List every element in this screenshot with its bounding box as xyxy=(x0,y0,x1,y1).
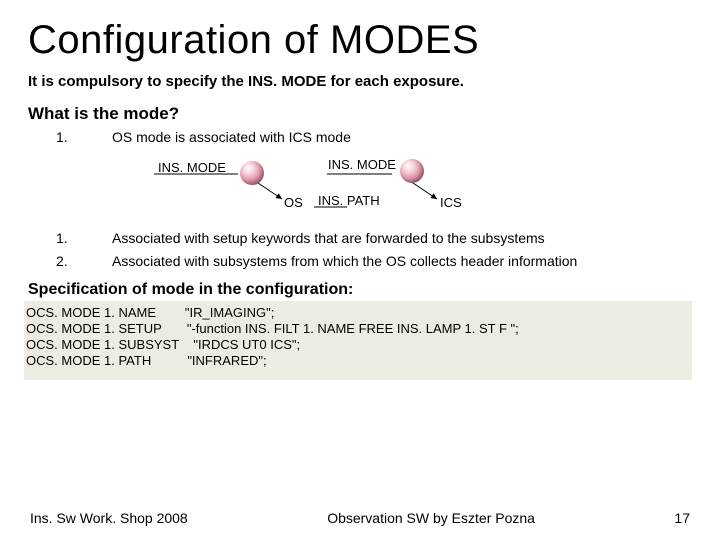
list-text: Associated with subsystems from which th… xyxy=(112,252,692,271)
mode-diagram: INS. MODE INS. MODE OS INS. PATH ICS xyxy=(112,149,692,223)
compulsory-note: It is compulsory to specify the INS. MOD… xyxy=(28,73,692,90)
list-item: 2. Associated with subsystems from which… xyxy=(28,252,692,271)
code-line: OCS. MODE 1. SUBSYST "IRDCS UT0 ICS"; xyxy=(26,337,300,352)
code-line: OCS. MODE 1. NAME "IR_IMAGING"; xyxy=(26,305,274,320)
orb-icon xyxy=(240,161,264,185)
list-number: 1. xyxy=(28,229,112,248)
footer-center: Observation SW by Eszter Pozna xyxy=(327,510,535,526)
slide-footer: Ins. Sw Work. Shop 2008 Observation SW b… xyxy=(0,510,720,526)
mode-list-2: 1. Associated with setup keywords that a… xyxy=(28,229,692,271)
list-item: 1. Associated with setup keywords that a… xyxy=(28,229,692,248)
diagram-label-ins-mode-right: INS. MODE xyxy=(328,157,396,172)
diagram-label-ics: ICS xyxy=(440,195,462,210)
footer-left: Ins. Sw Work. Shop 2008 xyxy=(30,510,188,526)
code-line: OCS. MODE 1. PATH "INFRARED"; xyxy=(26,353,267,368)
footer-page-number: 17 xyxy=(674,510,690,526)
mode-list: 1. OS mode is associated with ICS mode xyxy=(28,128,692,147)
what-is-mode-heading: What is the mode? xyxy=(28,104,692,124)
slide: Configuration of MODES It is compulsory … xyxy=(0,0,720,540)
diagram-label-ins-path: INS. PATH xyxy=(318,193,380,208)
config-code-block: OCS. MODE 1. NAME "IR_IMAGING"; OCS. MOD… xyxy=(24,301,692,380)
diagram-label-ins-mode-left: INS. MODE xyxy=(158,160,226,175)
list-text: OS mode is associated with ICS mode xyxy=(112,128,692,147)
list-text: Associated with setup keywords that are … xyxy=(112,229,692,248)
spec-heading: Specification of mode in the configurati… xyxy=(28,281,692,299)
diagram-label-os: OS xyxy=(284,195,303,210)
orb-icon xyxy=(400,159,424,183)
slide-title: Configuration of MODES xyxy=(28,18,692,63)
list-item: 1. OS mode is associated with ICS mode xyxy=(28,128,692,147)
list-number: 2. xyxy=(28,252,112,271)
list-number: 1. xyxy=(28,128,112,147)
code-line: OCS. MODE 1. SETUP "-function INS. FILT … xyxy=(26,321,519,336)
